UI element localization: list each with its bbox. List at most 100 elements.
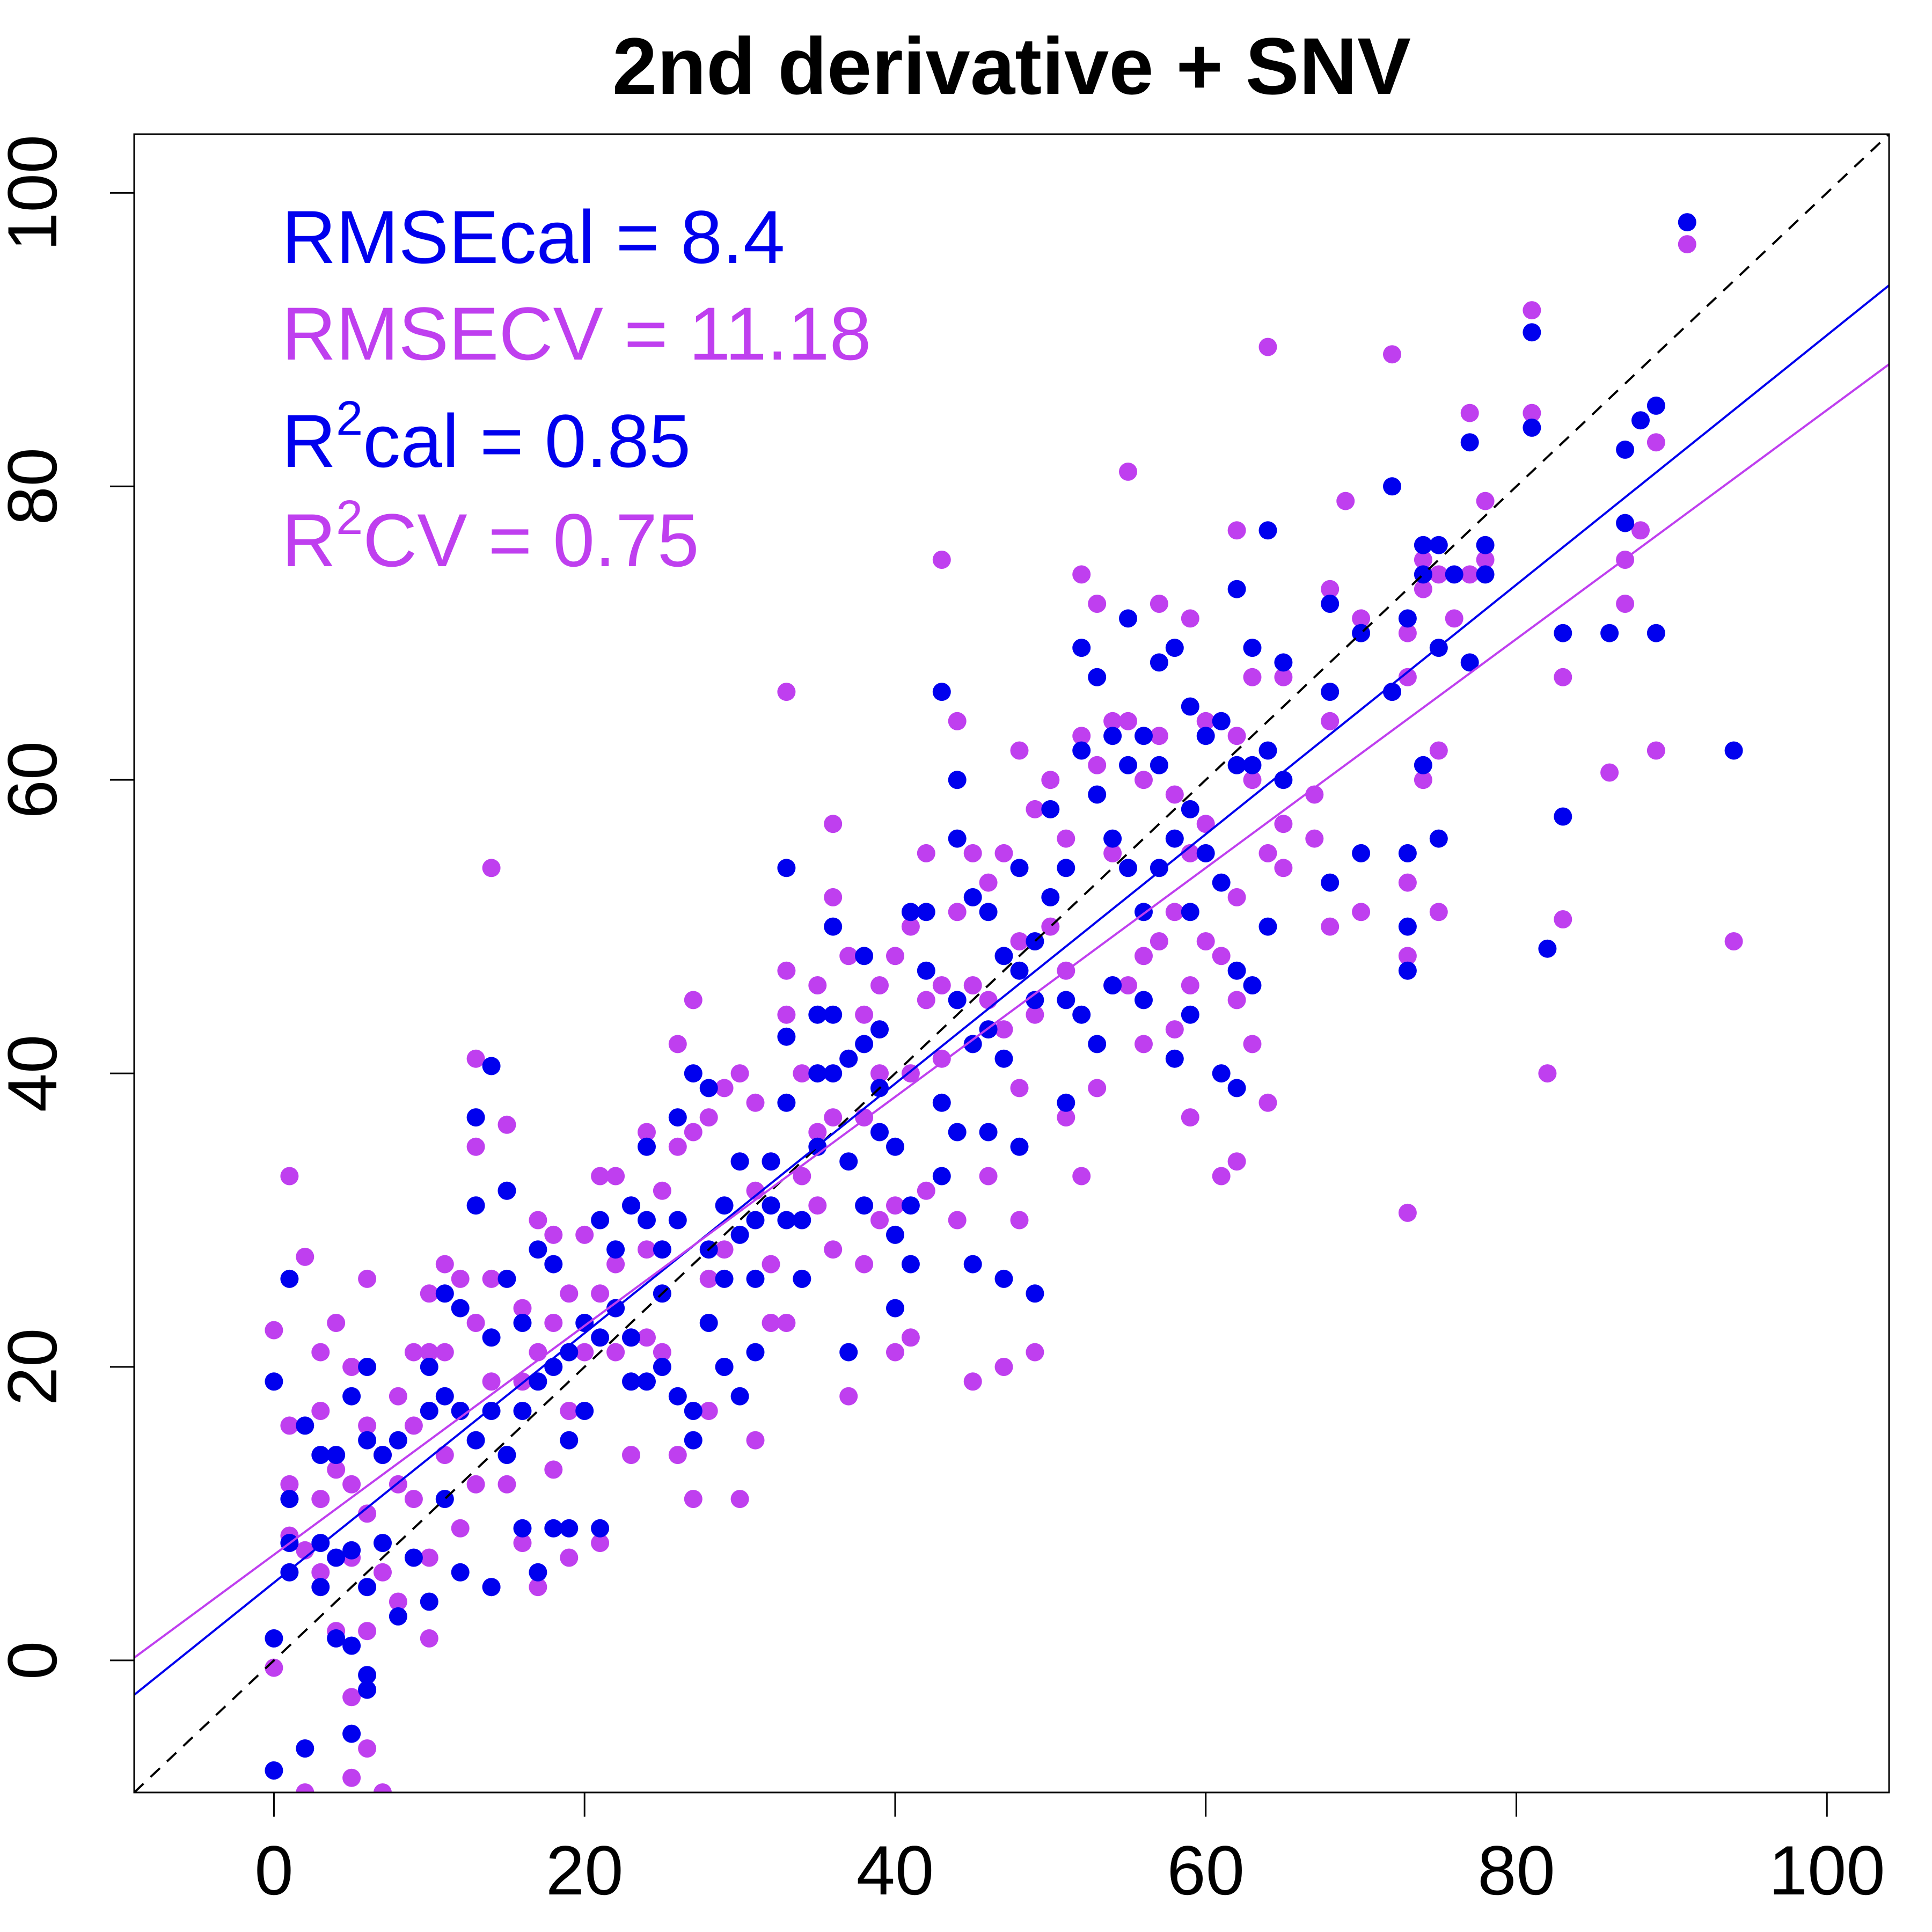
point-calibration [994,1269,1013,1288]
point-cross_validation [1258,1093,1277,1112]
point-cross_validation [824,1108,843,1127]
point-cross_validation [1243,668,1262,686]
point-cross_validation [544,1225,563,1244]
point-cross_validation [1227,521,1246,540]
point-calibration [932,1093,951,1112]
x-tick-label: 0 [254,1831,293,1909]
point-calibration [311,1578,330,1597]
point-cross_validation [513,1534,532,1553]
point-calibration [1321,873,1340,892]
point-calibration [622,1328,640,1347]
point-calibration [1352,844,1371,862]
point-calibration [280,1269,299,1288]
x-tick-label: 20 [546,1831,624,1909]
point-cross_validation [1724,932,1743,950]
point-calibration [311,1446,330,1465]
point-calibration [979,903,998,921]
point-cross_validation [311,1402,330,1420]
point-cross_validation [1119,462,1137,481]
point-calibration [1010,961,1029,980]
plot-area [134,134,1889,1792]
point-calibration [839,1152,858,1171]
point-calibration [1398,844,1417,862]
point-cross_validation [1181,844,1199,862]
point-calibration [932,1167,951,1185]
point-cross_validation [917,991,935,1009]
point-calibration [855,1196,874,1215]
point-cross_validation [404,1490,423,1509]
point-cross_validation [1429,903,1448,921]
stats-annotations: RMSEcal = 8.4 RMSECV = 11.18 R2cal = 0.8… [282,195,871,582]
point-cross_validation [762,1314,780,1332]
x-tick-label: 60 [1167,1831,1245,1909]
point-cross_validation [1119,976,1137,994]
point-cross_validation [1538,1064,1557,1083]
point-calibration [513,1519,532,1538]
point-calibration [575,1314,594,1332]
point-cross_validation [358,1739,377,1758]
point-calibration [1135,991,1153,1009]
point-cross_validation [1196,815,1215,833]
point-calibration [730,1152,749,1171]
point-calibration [917,961,935,980]
point-cross_validation [699,1269,718,1288]
point-calibration [622,1372,640,1391]
point-calibration [497,1446,516,1465]
series-calibration [265,213,1743,1780]
point-calibration [1646,396,1665,415]
point-calibration [1057,991,1075,1009]
point-cross_validation [420,1548,438,1567]
point-cross_validation [451,1269,470,1288]
point-calibration [1398,917,1417,936]
point-calibration [1523,418,1541,437]
point-cross_validation [1041,771,1060,789]
point-calibration [374,1534,392,1553]
point-calibration [1088,785,1107,804]
point-calibration [824,1064,843,1083]
fit-line-cross_validation [134,363,1889,1659]
point-calibration [1119,609,1137,628]
point-cross_validation [1227,888,1246,906]
point-calibration [575,1402,594,1420]
point-cross_validation [870,976,889,994]
point-cross_validation [575,1225,594,1244]
point-cross_validation [653,1343,671,1362]
y-tick-label: 60 [0,741,71,819]
point-cross_validation [746,1093,765,1112]
point-calibration [1041,800,1060,818]
point-calibration [1523,323,1541,342]
point-cross_validation [746,1431,765,1450]
point-calibration [1057,1093,1075,1112]
point-cross_validation [1103,844,1122,862]
point-cross_validation [1088,756,1107,774]
point-calibration [886,1225,904,1244]
point-calibration [1072,639,1091,657]
point-cross_validation [1646,741,1665,760]
point-calibration [389,1431,407,1450]
point-cross_validation [730,1064,749,1083]
point-cross_validation [638,1328,656,1347]
point-calibration [342,1636,361,1655]
x-tick-label: 100 [1769,1831,1885,1909]
point-cross_validation [1072,727,1091,745]
point-cross_validation [1352,609,1371,628]
point-calibration [1119,756,1137,774]
point-calibration [1088,1035,1107,1053]
point-cross_validation [280,1416,299,1435]
point-cross_validation [793,1064,811,1083]
point-cross_validation [420,1629,438,1648]
point-cross_validation [715,1240,734,1259]
point-calibration [777,1027,796,1046]
point-cross_validation [265,1658,283,1677]
point-calibration [1460,433,1479,452]
point-calibration [591,1328,610,1347]
point-calibration [808,1064,827,1083]
point-calibration [265,1761,283,1780]
point-cross_validation [870,1064,889,1083]
point-calibration [994,1049,1013,1068]
point-calibration [777,1211,796,1230]
point-calibration [435,1284,454,1303]
point-calibration [1212,873,1231,892]
point-cross_validation [1398,873,1417,892]
point-calibration [1181,903,1199,921]
